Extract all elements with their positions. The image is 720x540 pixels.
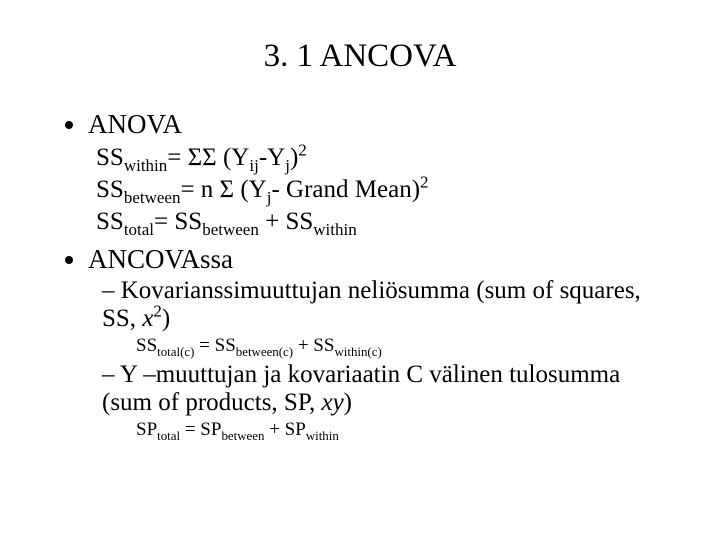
t: SS — [136, 335, 157, 356]
bullet-list-level1: ANOVA SSwithin= ΣΣ (Yij-Yj)2 SSbetween= … — [60, 109, 660, 441]
eq-ss-total-c: SStotal(c) = SSbetween(c) + SSwithin(c) — [136, 335, 660, 357]
t: -Y — [259, 144, 285, 171]
t: total — [157, 428, 180, 443]
slide: 3. 1 ANCOVA ANOVA SSwithin= ΣΣ (Yij-Yj)2… — [0, 0, 720, 540]
t: ij — [249, 156, 258, 175]
t: SS — [96, 176, 124, 203]
t: = SS — [154, 208, 202, 235]
t: total(c) — [157, 344, 194, 359]
eq-ss-within: SSwithin= ΣΣ (Yij-Yj)2 — [96, 142, 660, 174]
t: within — [313, 220, 356, 239]
bullet-anova-label: ANOVA — [88, 109, 182, 139]
t: = SS — [194, 335, 235, 356]
eq-sp-total: SPtotal = SPbetween + SPwithin — [136, 419, 660, 441]
t: 2 — [298, 141, 307, 160]
bullet-list-level2: Kovarianssimuuttujan neliösumma (sum of … — [88, 277, 660, 441]
t: within(c) — [334, 344, 381, 359]
eq-ss-total: SStotal= SSbetween + SSwithin — [96, 206, 660, 238]
t: - Grand Mean) — [271, 176, 420, 203]
t: SS — [96, 144, 124, 171]
t: between — [221, 428, 264, 443]
t: = n Σ (Y — [180, 176, 266, 203]
t: x — [142, 305, 153, 332]
slide-title: 3. 1 ANCOVA — [60, 38, 660, 75]
t: = SP — [180, 419, 221, 440]
t: between(c) — [236, 344, 293, 359]
t: SS — [96, 208, 124, 235]
t: 2 — [153, 302, 162, 321]
t: Kovarianssimuuttujan neliösumma (sum of … — [102, 277, 641, 332]
eq-ss-between: SSbetween= n Σ (Yj- Grand Mean)2 — [96, 174, 660, 206]
t: + SS — [293, 335, 334, 356]
sub-bullet-tulosumma: Y –muuttujan ja kovariaatin C välinen tu… — [102, 361, 660, 441]
t: within — [306, 428, 339, 443]
t: between — [124, 188, 181, 207]
t: ) — [344, 389, 352, 416]
t: SP — [136, 419, 157, 440]
bullet-ancovassa-label: ANCOVAssa — [88, 244, 233, 274]
t: + SP — [264, 419, 305, 440]
bullet-ancovassa: ANCOVAssa Kovarianssimuuttujan neliösumm… — [88, 244, 660, 441]
sub-bullet-kovarianssi: Kovarianssimuuttujan neliösumma (sum of … — [102, 277, 660, 357]
t: xy — [321, 389, 343, 416]
bullet-anova: ANOVA SSwithin= ΣΣ (Yij-Yj)2 SSbetween= … — [88, 109, 660, 238]
anova-equations: SSwithin= ΣΣ (Yij-Yj)2 SSbetween= n Σ (Y… — [96, 142, 660, 238]
t: Y –muuttujan ja kovariaatin C välinen tu… — [102, 361, 620, 416]
t: total — [124, 220, 154, 239]
t: between — [202, 220, 259, 239]
t: 2 — [420, 173, 429, 192]
t: + SS — [259, 208, 313, 235]
t: = ΣΣ (Y — [167, 144, 249, 171]
t: ) — [162, 305, 170, 332]
t: within — [124, 156, 167, 175]
